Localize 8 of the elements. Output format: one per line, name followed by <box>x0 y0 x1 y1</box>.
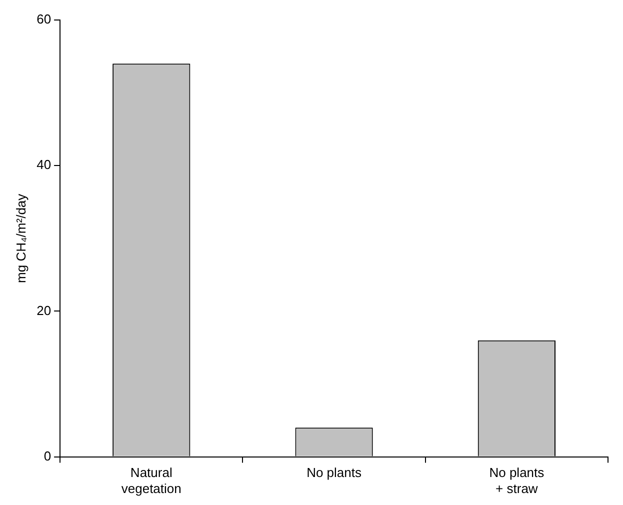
x-tick-label: Natural vegetation <box>121 465 182 496</box>
y-tick-label: 20 <box>36 302 52 318</box>
x-tick-label: No plants + straw <box>489 465 545 496</box>
y-axis-title: mg CH₄/m²/day <box>13 193 28 283</box>
y-tick-label: 60 <box>36 12 52 27</box>
y-tick-label: 40 <box>36 157 52 172</box>
x-tick-label: No plants <box>306 465 362 480</box>
y-tick-label: 0 <box>44 448 52 464</box>
